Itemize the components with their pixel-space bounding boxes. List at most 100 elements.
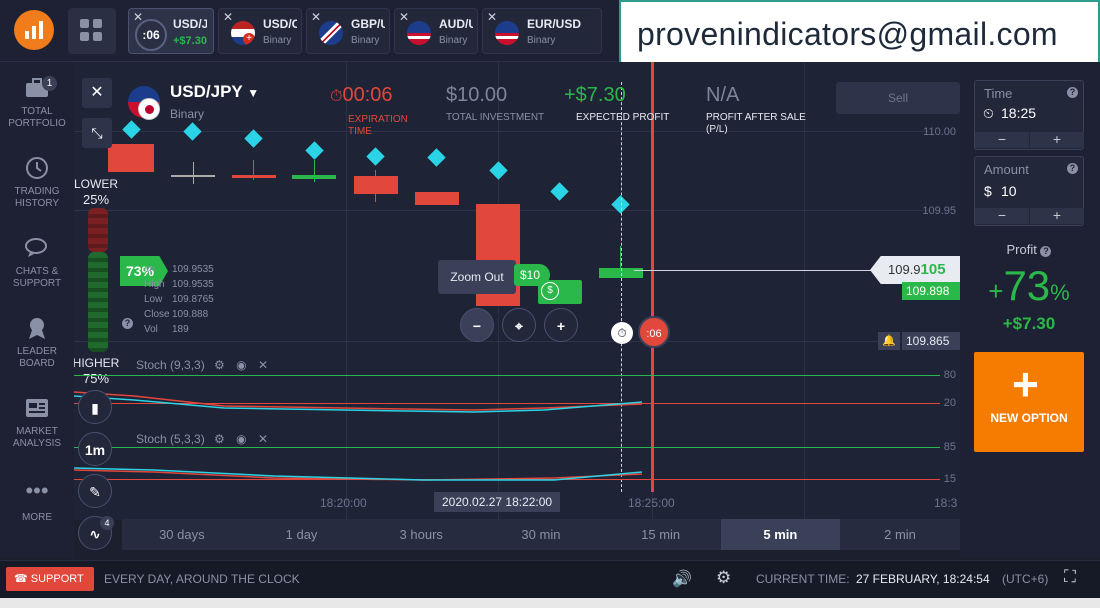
tab-type: Binary <box>439 35 468 46</box>
tab-profit: +$7.30 <box>173 35 207 47</box>
close-icon[interactable]: ✕ <box>311 10 322 24</box>
help-icon[interactable]: ? <box>1067 87 1078 98</box>
gear-icon[interactable]: ⚙ <box>214 432 225 446</box>
money-bag-icon[interactable]: $ <box>541 282 559 300</box>
logo-icon[interactable] <box>14 10 54 50</box>
fullscreen-icon[interactable]: ⛶ <box>1064 567 1076 586</box>
indicator-marker <box>427 148 446 167</box>
pencil-icon: ✎ <box>89 484 101 500</box>
close-chart-button[interactable]: ✕ <box>82 78 112 108</box>
candle-wick <box>314 160 315 182</box>
eye-icon[interactable]: ◉ <box>236 358 247 372</box>
close-icon[interactable]: ✕ <box>399 10 410 24</box>
sidebar-item-leaderboard[interactable]: LEADER BOARD <box>0 316 74 370</box>
sentiment-lower: LOWER 25% <box>74 176 120 208</box>
timeframe-bar: 30 days 1 day 3 hours 30 min 15 min 5 mi… <box>122 519 960 550</box>
candle <box>292 175 336 179</box>
asset-tab-gbpusd[interactable]: ✕ GBP/USD Binary <box>306 8 390 54</box>
close-icon[interactable]: ✕ <box>257 432 269 446</box>
help-icon[interactable]: ? <box>122 318 133 329</box>
timeframe-30min[interactable]: 30 min <box>521 527 561 542</box>
timeframe-2min[interactable]: 2 min <box>884 527 916 542</box>
close-icon[interactable]: ✕ <box>487 10 498 24</box>
sentiment-bar-higher <box>88 252 108 352</box>
time-decrease-button[interactable]: − <box>975 132 1029 148</box>
ohlc-value: 109.8765 <box>172 294 214 305</box>
zoom-out-button[interactable]: − <box>460 308 494 342</box>
time-value[interactable]: 18:25 <box>1001 105 1037 121</box>
asset-grid-button[interactable] <box>68 8 116 54</box>
profit-pct: 73 <box>1003 262 1051 309</box>
stoch-label: Stoch (5,3,3) <box>136 432 205 446</box>
interval-button[interactable]: 1m <box>78 432 112 466</box>
sidebar-item-analysis[interactable]: MARKET ANALYSIS <box>0 396 74 450</box>
profit-label-text: Profit <box>1006 242 1037 257</box>
dots-icon: ••• <box>25 478 49 503</box>
draw-tools-button[interactable]: ✎ <box>78 474 112 508</box>
crosshair-button[interactable]: ⌖ <box>502 308 536 342</box>
deal-price-label: 109.898 <box>902 282 960 300</box>
indicators-button[interactable]: ∿ <box>78 516 112 550</box>
purchase-time-line <box>621 82 622 492</box>
close-icon[interactable]: ✕ <box>257 358 269 372</box>
asset-tab-audusd[interactable]: ✕ AUD/USD Binary <box>394 8 478 54</box>
indicator-marker <box>122 120 141 139</box>
sidebar-item-chats[interactable]: CHATS & SUPPORT <box>0 236 74 290</box>
candle-wick <box>193 162 194 184</box>
gear-icon[interactable]: ⚙ <box>716 568 732 587</box>
profit-sign: + <box>988 276 1004 306</box>
timeframe-5min[interactable]: 5 min <box>720 519 841 550</box>
support-button[interactable]: ☎ SUPPORT <box>6 567 94 591</box>
time-increase-button[interactable]: + <box>1030 132 1084 148</box>
chart-type-button[interactable]: ▮ <box>78 390 112 424</box>
asset-tab-usdjpy[interactable]: ✕ :06 USD/JPY +$7.30 <box>128 8 214 54</box>
timeframe-3hours[interactable]: 3 hours <box>399 527 443 542</box>
new-option-button[interactable]: + NEW OPTION <box>974 352 1084 452</box>
sidebar-item-history[interactable]: TRADING HISTORY <box>0 156 74 210</box>
bell-icon[interactable]: 🔔 <box>878 332 900 350</box>
investment-label: TOTAL INVESTMENT <box>446 112 545 123</box>
clock-icon <box>26 157 48 179</box>
asset-selector[interactable]: USD/JPY ▼ <box>170 82 259 102</box>
timeframe-15min[interactable]: 15 min <box>641 527 681 542</box>
indicator-marker <box>305 141 324 160</box>
sidebar-item-more[interactable]: ••• MORE <box>0 478 74 524</box>
collapse-icon[interactable]: ⤡ <box>82 118 112 148</box>
eye-icon[interactable]: ◉ <box>236 432 247 446</box>
stoch2-label: Stoch (5,3,3) ⚙ ◉ ✕ <box>136 432 268 446</box>
current-time-label: CURRENT TIME: <box>756 572 850 586</box>
amount-increase-button[interactable]: + <box>1030 208 1084 224</box>
footer-bar: ☎ SUPPORT EVERY DAY, AROUND THE CLOCK 🔊 … <box>0 560 1100 598</box>
help-icon[interactable]: ? <box>1067 163 1078 174</box>
sidebar-item-portfolio[interactable]: 1 TOTAL PORTFOLIO <box>0 76 74 130</box>
ohlc-label: Low <box>144 294 163 305</box>
sidebar-label: MORE <box>22 512 52 523</box>
close-icon[interactable]: ✕ <box>223 10 234 24</box>
sound-icon[interactable]: 🔊 <box>672 571 692 588</box>
current-price-line <box>634 270 880 271</box>
asset-tab-usdchf[interactable]: ✕ + USD/CHF Binary <box>218 8 302 54</box>
sell-button[interactable]: Sell <box>836 82 960 114</box>
indicators-badge: 4 <box>100 516 114 530</box>
asset-tab-eurusd[interactable]: ✕ EUR/USD Binary <box>482 8 602 54</box>
timeframe-1day[interactable]: 1 day <box>285 527 318 542</box>
amount-decrease-button[interactable]: − <box>975 208 1029 224</box>
time-axis-label: 18:25:00 <box>628 496 675 510</box>
expiration-label: EXPIRATION TIME <box>348 114 408 137</box>
amount-input[interactable]: 10 <box>1001 183 1017 199</box>
close-icon[interactable]: ✕ <box>133 10 144 24</box>
new-option-label: NEW OPTION <box>990 411 1068 425</box>
price-chart[interactable]: 110.00 109.95 LOWER 25% HIGHER 75% ✕ ⤡ U… <box>74 62 960 520</box>
stoch1-high: 80 <box>943 369 956 381</box>
stopwatch-icon: ⏱ <box>611 322 633 344</box>
stoch1-low: 20 <box>943 397 956 409</box>
expected-profit-value: +$7.30 <box>564 84 626 106</box>
gear-icon[interactable]: ⚙ <box>214 358 225 372</box>
timeframe-30days[interactable]: 30 days <box>159 527 205 542</box>
help-icon[interactable]: ? <box>1040 246 1052 257</box>
candle-wick <box>620 246 621 278</box>
tab-type: Binary <box>527 35 556 46</box>
zoom-in-button[interactable]: + <box>544 308 578 342</box>
indicator-marker <box>550 182 569 201</box>
candle <box>354 176 398 194</box>
